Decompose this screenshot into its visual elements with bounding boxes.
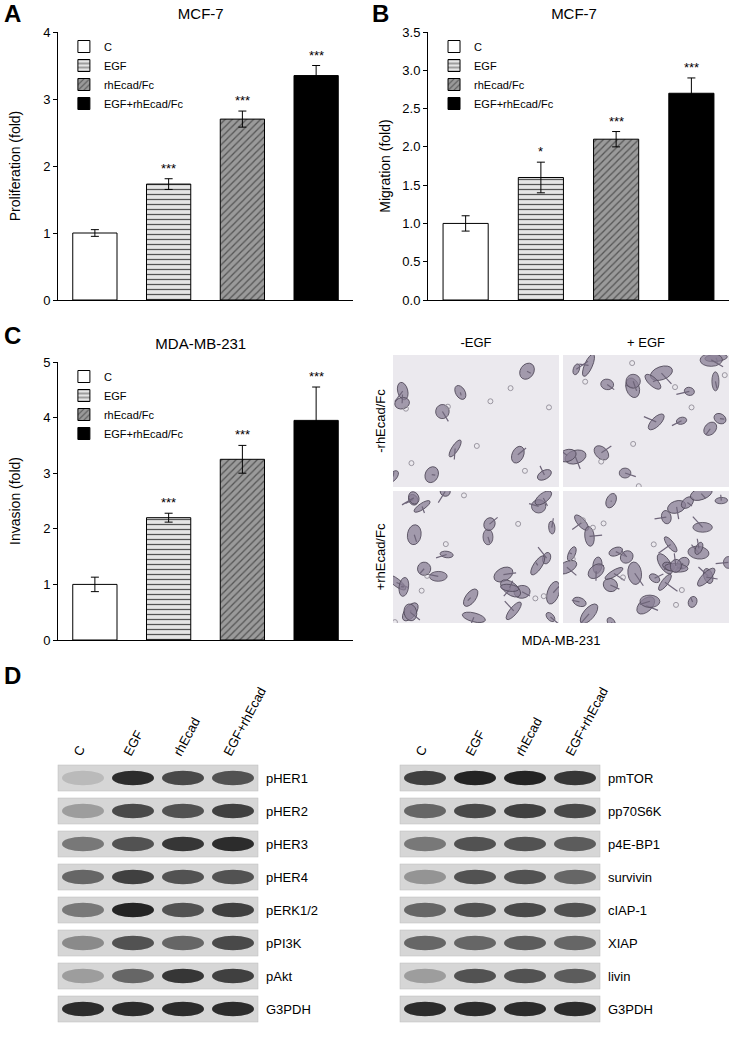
- svg-text:-rhEcad/Fc: -rhEcad/Fc: [373, 389, 388, 453]
- svg-text:1: 1: [43, 577, 50, 592]
- svg-text:pAkt: pAkt: [266, 969, 292, 984]
- svg-text:pHER4: pHER4: [266, 870, 308, 885]
- svg-text:rhEcad: rhEcad: [512, 715, 545, 758]
- svg-text:5: 5: [43, 355, 50, 370]
- svg-text:0.0: 0.0: [402, 293, 420, 308]
- svg-text:EGF+rhEcad/Fc: EGF+rhEcad/Fc: [104, 428, 184, 440]
- svg-text:pHER2: pHER2: [266, 804, 308, 819]
- svg-text:3: 3: [43, 466, 50, 481]
- svg-text:EGF: EGF: [474, 60, 497, 72]
- svg-text:2.5: 2.5: [402, 101, 420, 116]
- svg-text:XIAP: XIAP: [608, 936, 638, 951]
- svg-text:2: 2: [43, 159, 50, 174]
- svg-text:pHER3: pHER3: [266, 837, 308, 852]
- svg-text:cIAP-1: cIAP-1: [608, 903, 647, 918]
- svg-text:EGF+rhEcad: EGF+rhEcad: [562, 685, 611, 759]
- svg-text:2: 2: [43, 521, 50, 536]
- svg-text:livin: livin: [608, 969, 630, 984]
- svg-text:pERK1/2: pERK1/2: [266, 903, 318, 918]
- svg-text:***: ***: [235, 93, 250, 108]
- svg-text:pmTOR: pmTOR: [608, 771, 653, 786]
- svg-text:C: C: [104, 371, 112, 383]
- svg-text:C: C: [412, 743, 430, 758]
- svg-text:pp70S6K: pp70S6K: [608, 804, 662, 819]
- svg-text:***: ***: [161, 495, 176, 510]
- svg-text:EGF+rhEcad: EGF+rhEcad: [220, 685, 269, 759]
- svg-text:+ EGF: + EGF: [627, 335, 665, 350]
- svg-text:3: 3: [43, 92, 50, 107]
- svg-text:+rhEcad/Fc: +rhEcad/Fc: [373, 523, 388, 590]
- svg-text:rhEcad/Fc: rhEcad/Fc: [104, 79, 155, 91]
- svg-text:G3PDH: G3PDH: [608, 1002, 653, 1017]
- svg-text:-EGF: -EGF: [460, 335, 491, 350]
- svg-text:MCF-7: MCF-7: [178, 5, 224, 22]
- svg-text:EGF: EGF: [104, 390, 127, 402]
- html-text:A: A: [4, 0, 22, 27]
- svg-text:***: ***: [609, 114, 624, 129]
- svg-text:4: 4: [43, 410, 50, 425]
- svg-text:G3PDH: G3PDH: [266, 1002, 311, 1017]
- svg-text:***: ***: [235, 427, 250, 442]
- svg-text:1.0: 1.0: [402, 216, 420, 231]
- svg-text:Proliferation (fold): Proliferation (fold): [7, 111, 23, 222]
- svg-text:rhEcad/Fc: rhEcad/Fc: [104, 409, 155, 421]
- svg-text:survivin: survivin: [608, 870, 652, 885]
- svg-text:3.0: 3.0: [402, 63, 420, 78]
- svg-text:EGF+rhEcad/Fc: EGF+rhEcad/Fc: [104, 98, 184, 110]
- svg-text:4: 4: [43, 25, 50, 40]
- svg-text:***: ***: [309, 48, 324, 63]
- svg-text:rhEcad: rhEcad: [170, 715, 203, 758]
- svg-text:pHER1: pHER1: [266, 771, 308, 786]
- svg-text:Migration (fold): Migration (fold): [377, 119, 393, 212]
- svg-text:0: 0: [43, 633, 50, 648]
- svg-text:1: 1: [43, 226, 50, 241]
- svg-text:3.5: 3.5: [402, 25, 420, 40]
- svg-text:***: ***: [161, 161, 176, 176]
- svg-text:C: C: [70, 743, 88, 758]
- svg-text:C: C: [474, 41, 482, 53]
- svg-text:***: ***: [684, 60, 699, 75]
- svg-text:pPI3K: pPI3K: [266, 936, 302, 951]
- svg-text:EGF+rhEcad/Fc: EGF+rhEcad/Fc: [474, 98, 554, 110]
- svg-text:EGF: EGF: [120, 728, 146, 759]
- svg-text:EGF: EGF: [462, 728, 488, 759]
- html-text:C: C: [4, 322, 22, 349]
- svg-text:Invasion (fold): Invasion (fold): [7, 457, 23, 545]
- svg-text:1.5: 1.5: [402, 178, 420, 193]
- html-text:D: D: [4, 662, 22, 689]
- svg-text:*: *: [538, 144, 543, 159]
- svg-text:0.5: 0.5: [402, 254, 420, 269]
- svg-text:***: ***: [309, 369, 324, 384]
- svg-text:2.0: 2.0: [402, 139, 420, 154]
- svg-text:MCF-7: MCF-7: [551, 5, 597, 22]
- svg-text:MDA-MB-231: MDA-MB-231: [155, 335, 246, 352]
- svg-text:MDA-MB-231: MDA-MB-231: [522, 633, 601, 648]
- svg-text:EGF: EGF: [104, 60, 127, 72]
- svg-text:rhEcad/Fc: rhEcad/Fc: [474, 79, 525, 91]
- svg-text:C: C: [104, 41, 112, 53]
- html-text:B: B: [372, 0, 390, 27]
- svg-text:0: 0: [43, 293, 50, 308]
- svg-text:p4E-BP1: p4E-BP1: [608, 837, 660, 852]
